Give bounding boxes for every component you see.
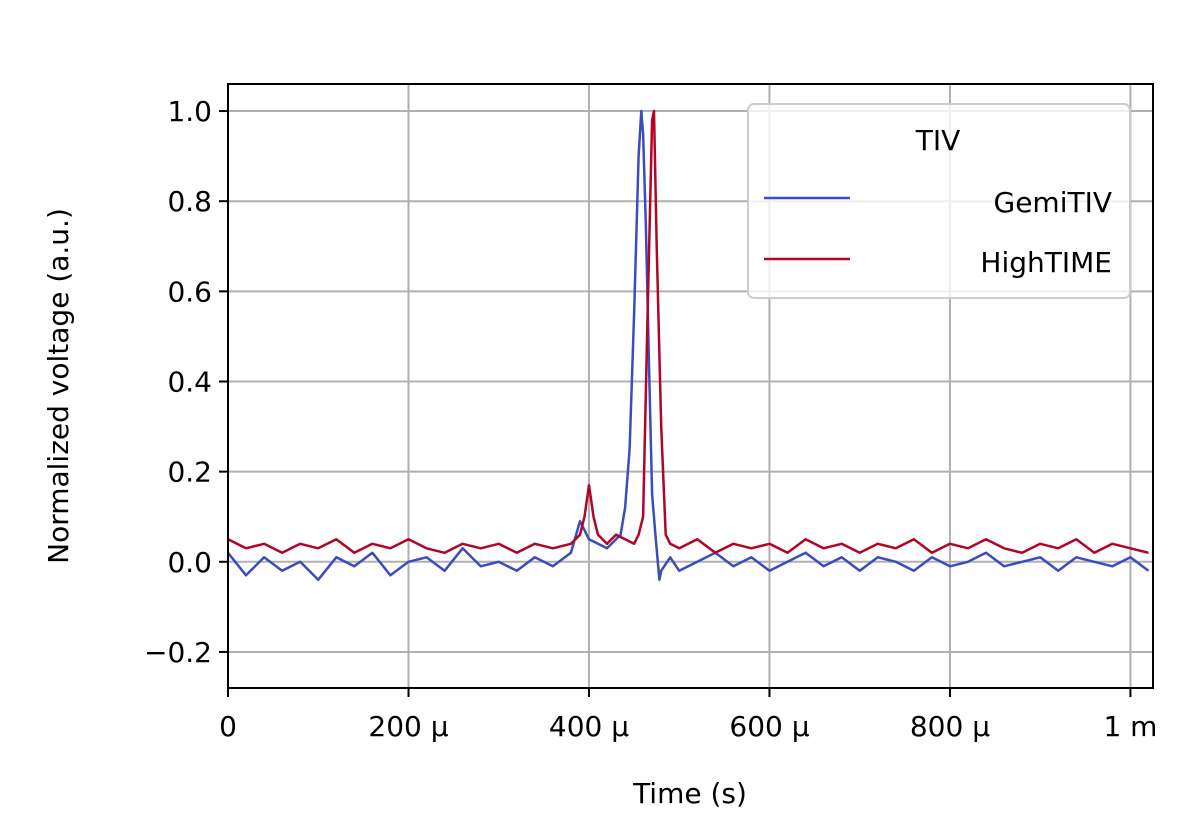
y-tick-label: −0.2 xyxy=(144,636,212,669)
y-tick-label: 1.0 xyxy=(167,95,212,128)
x-tick-label: 0 xyxy=(219,710,237,743)
x-tick-label: 200 μ xyxy=(368,710,448,743)
y-axis-title: Normalized voltage (a.u.) xyxy=(42,208,75,564)
legend-title: TIV xyxy=(915,124,961,157)
x-tick-label: 1 m xyxy=(1103,710,1157,743)
y-tick-label: 0.0 xyxy=(167,546,212,579)
axes-frame xyxy=(227,83,1154,689)
legend-label-gemitiv: GemiTIV xyxy=(994,186,1113,219)
y-tick-label: 0.6 xyxy=(167,275,212,308)
x-axis-ticks: 0 200 μ 400 μ 600 μ 800 μ 1 m xyxy=(219,688,1157,743)
y-tick-label: 0.8 xyxy=(167,185,212,218)
plot-series xyxy=(227,109,1150,582)
x-tick-label: 400 μ xyxy=(549,710,629,743)
legend-box xyxy=(747,103,1131,299)
series-line-hightime xyxy=(227,109,1149,555)
legend: TIV GemiTIV HighTIME xyxy=(747,103,1131,299)
y-tick-label: 0.4 xyxy=(167,365,212,398)
x-tick-label: 800 μ xyxy=(910,710,990,743)
x-tick-label: 600 μ xyxy=(729,710,809,743)
legend-label-hightime: HighTIME xyxy=(980,246,1112,279)
y-axis-ticks: −0.2 0.0 0.2 0.4 0.6 0.8 1.0 xyxy=(144,95,228,669)
x-axis-title: Time (s) xyxy=(632,777,747,810)
y-tick-label: 0.2 xyxy=(167,456,212,489)
